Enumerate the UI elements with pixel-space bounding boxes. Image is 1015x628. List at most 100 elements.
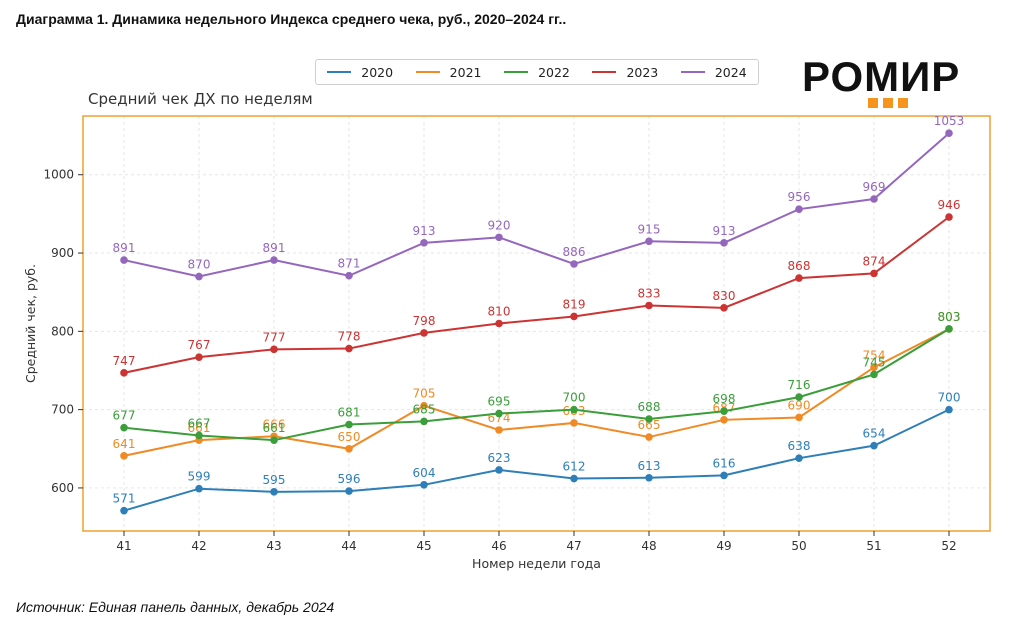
data-label-2023: 833	[638, 286, 661, 300]
legend-label: 2024	[714, 64, 747, 80]
data-label-2024: 1053	[934, 114, 965, 128]
x-tick-label: 46	[491, 539, 506, 553]
data-label-2020: 623	[488, 451, 511, 465]
data-point-2021	[120, 452, 128, 460]
data-point-2021	[495, 426, 503, 434]
data-label-2023: 798	[413, 314, 436, 328]
x-tick-label: 47	[566, 539, 581, 553]
data-label-2023: 810	[488, 305, 511, 319]
data-point-2022	[120, 423, 128, 432]
data-label-2024: 886	[563, 245, 586, 259]
data-label-2020: 599	[188, 470, 211, 484]
legend-label: 2022	[538, 64, 570, 80]
data-label-2020: 612	[563, 460, 586, 474]
data-point-2024	[870, 195, 878, 203]
data-point-2020	[270, 488, 278, 496]
data-label-2020: 613	[638, 459, 661, 473]
data-point-2020	[870, 441, 878, 450]
data-point-2023	[795, 274, 803, 282]
data-point-2024	[195, 272, 203, 281]
data-point-2022	[570, 405, 578, 414]
legend-swatch	[327, 71, 352, 73]
legend-label: 2021	[449, 64, 482, 80]
x-tick-label: 52	[941, 539, 956, 553]
data-label-2020: 604	[413, 466, 436, 480]
data-point-2020	[945, 405, 953, 414]
data-label-2024: 913	[713, 224, 736, 238]
logo-squares	[868, 98, 977, 108]
data-label-2020: 595	[263, 473, 286, 487]
data-label-2022: 685	[413, 402, 436, 416]
data-label-2023: 778	[338, 330, 361, 344]
data-point-2023	[645, 301, 653, 310]
data-label-2021: 650	[338, 430, 361, 444]
data-point-2023	[270, 345, 278, 354]
data-label-2022: 803	[938, 310, 961, 324]
data-label-2024: 891	[263, 241, 286, 255]
x-tick-label: 48	[641, 539, 656, 553]
chart-legend: 2020 2021 2022 2023 2024	[315, 59, 759, 85]
data-label-2022: 677	[113, 409, 136, 423]
data-point-2021	[420, 401, 428, 410]
data-label-2020: 638	[788, 439, 811, 453]
data-point-2024	[645, 237, 653, 246]
data-point-2020	[195, 484, 203, 493]
data-label-2022: 700	[563, 391, 586, 405]
data-point-2024	[495, 233, 503, 242]
data-label-2024: 891	[113, 241, 136, 255]
data-point-2021	[645, 433, 653, 441]
data-point-2024	[345, 271, 353, 280]
data-label-2020: 596	[338, 472, 361, 486]
data-label-2020: 616	[713, 456, 736, 470]
legend-entry-2020: 2020	[327, 65, 393, 80]
data-point-2024	[720, 239, 728, 247]
data-point-2023	[495, 319, 503, 328]
data-point-2022	[795, 393, 803, 401]
data-point-2022	[720, 407, 728, 415]
data-point-2020	[645, 473, 653, 482]
data-point-2023	[120, 369, 128, 377]
data-label-2024: 913	[413, 224, 436, 238]
series-line-2021	[123, 328, 950, 457]
data-point-2021	[345, 444, 353, 453]
data-label-2022: 667	[188, 416, 211, 430]
data-label-2023: 747	[113, 354, 136, 368]
y-axis-label: Средний чек, руб.	[23, 264, 38, 383]
series-line-2024	[123, 132, 950, 278]
data-label-2022: 661	[263, 421, 286, 435]
data-point-2021	[870, 363, 878, 372]
y-tick-label: 600	[51, 481, 74, 495]
data-point-2023	[945, 213, 953, 221]
source-note: Источник: Единая панель данных, декабрь …	[16, 599, 335, 615]
data-label-2020: 654	[863, 427, 886, 441]
legend-label: 2023	[626, 64, 659, 80]
data-label-2024: 956	[788, 190, 811, 204]
legend-entry-2021: 2021	[415, 64, 482, 80]
x-tick-label: 51	[866, 539, 881, 553]
data-label-2022: 716	[788, 378, 811, 392]
legend-swatch	[680, 71, 705, 73]
data-point-2020	[120, 506, 128, 515]
x-tick-label: 49	[716, 539, 731, 553]
data-point-2024	[795, 205, 803, 213]
data-point-2023	[720, 304, 728, 312]
data-label-2023: 830	[713, 289, 736, 303]
x-tick-label: 42	[191, 539, 206, 553]
x-tick-label: 44	[341, 539, 356, 553]
data-point-2022	[270, 436, 278, 444]
y-tick-label: 700	[51, 403, 74, 417]
x-tick-label: 41	[116, 539, 131, 553]
legend-entry-2023: 2023	[592, 65, 658, 80]
romir-logo: РОМИР	[802, 56, 977, 112]
x-tick-label: 43	[266, 539, 281, 553]
y-tick-label: 900	[51, 246, 74, 260]
logo-text: РОМИР	[802, 53, 961, 100]
data-label-2022: 698	[713, 392, 736, 406]
data-label-2024: 920	[488, 218, 511, 232]
data-point-2024	[945, 129, 953, 138]
series-line-2023	[123, 216, 950, 374]
data-point-2024	[420, 239, 428, 247]
logo-square	[868, 98, 878, 108]
legend-swatch	[592, 71, 617, 73]
